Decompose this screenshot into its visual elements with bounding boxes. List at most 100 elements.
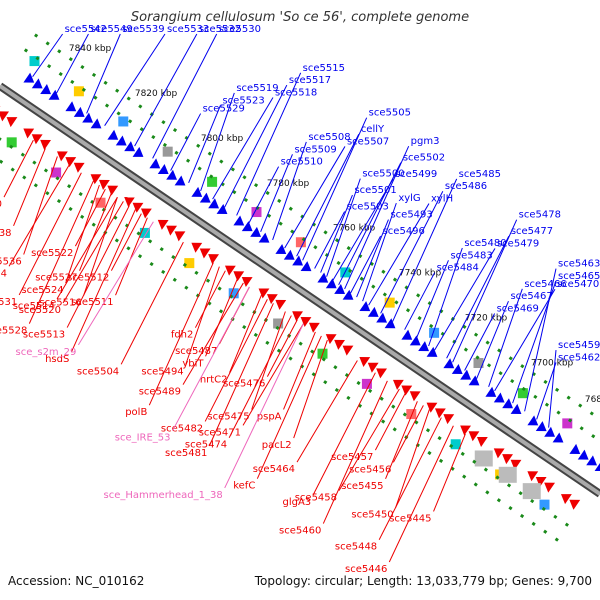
forward-gene-arrow	[418, 341, 430, 352]
reverse-gene-arrow	[502, 454, 514, 465]
gene-leader-line	[70, 209, 136, 353]
gene-label: pacL2	[262, 440, 292, 451]
feature-block	[162, 146, 173, 157]
feature-block	[273, 318, 284, 329]
forward-gene-arrow	[82, 112, 94, 123]
reverse-gene-arrow	[65, 157, 77, 168]
gene-leader-line	[380, 190, 444, 314]
forward-gene-arrow	[90, 118, 102, 129]
gene-leader-line	[56, 197, 118, 300]
forward-gene-arrow	[208, 198, 220, 209]
gene-label: sce5460	[279, 526, 321, 537]
forward-gene-arrow	[73, 106, 85, 117]
reverse-gene-arrow	[166, 225, 178, 236]
gene-leader-line	[368, 203, 430, 306]
accession-label: Accession: NC_010162	[8, 574, 145, 588]
reverse-gene-arrow	[241, 277, 253, 288]
gene-leader-line	[488, 288, 523, 387]
gene-leader-line	[62, 201, 124, 304]
genome-backbone	[0, 82, 600, 498]
reverse-gene-arrow	[199, 248, 211, 259]
gene-leader-line	[260, 154, 293, 232]
forward-gene-arrow	[594, 463, 600, 472]
gene-label: pgm3	[411, 136, 440, 147]
forward-gene-arrow	[258, 232, 270, 243]
gene-leader-line	[385, 401, 418, 479]
forward-gene-arrow	[376, 312, 388, 323]
gene-label: sce5445	[389, 513, 431, 524]
gene-leader-line	[378, 417, 442, 540]
forward-gene-arrow	[325, 278, 337, 289]
gene-leader-line	[536, 362, 557, 420]
forward-gene-arrow	[107, 129, 119, 140]
forward-gene-arrow	[544, 426, 556, 437]
gene-leader-line	[428, 247, 463, 347]
reverse-gene-arrow	[342, 345, 354, 356]
gene-label: sce5448	[335, 542, 377, 553]
gene-label: sce5511	[71, 297, 113, 308]
gene-label: sce5520	[19, 305, 61, 316]
forward-gene-arrow	[124, 141, 136, 152]
reverse-gene-arrow	[258, 288, 270, 299]
gene-label: sce5484	[437, 263, 479, 274]
gene-leader-line	[229, 294, 262, 373]
gene-label: sce5478	[519, 210, 561, 221]
gene-leader-line	[296, 133, 360, 257]
reverse-gene-arrow	[23, 128, 35, 139]
gene-label: sce5462	[558, 352, 600, 363]
gene-label: sce5476	[223, 379, 265, 390]
reverse-gene-arrow	[140, 208, 152, 219]
gene-label: sce5496	[383, 226, 425, 237]
forward-gene-arrow	[367, 306, 379, 317]
gene-label: sce5467	[510, 291, 552, 302]
gene-leader-line	[433, 433, 466, 512]
forward-gene-arrow	[174, 175, 186, 186]
tick-label: 7700 kbp	[531, 358, 574, 368]
forward-gene-arrow	[426, 346, 438, 357]
gene-label: sce_IRE_53	[115, 433, 171, 444]
reverse-gene-arrow	[460, 425, 472, 436]
reverse-gene-arrow	[174, 231, 186, 242]
feature-block	[118, 116, 129, 127]
reverse-gene-arrow	[443, 414, 455, 425]
forward-gene-arrow	[577, 449, 589, 460]
gene-label: sce5530	[219, 24, 261, 35]
gene-leader-line	[228, 315, 292, 438]
feature-bands	[0, 56, 600, 510]
forward-gene-arrow	[250, 226, 262, 237]
gene-label: sce5455	[341, 481, 383, 492]
forward-gene-arrow	[552, 432, 564, 443]
feature-block	[562, 418, 573, 429]
forward-gene-arrow	[510, 403, 522, 414]
forward-gene-arrow	[31, 78, 43, 89]
feature-block	[474, 450, 493, 467]
gene-leader-line	[172, 286, 250, 431]
gene-leader-line	[18, 172, 82, 296]
gene-label: sce5507	[347, 136, 389, 147]
gene-leader-line	[110, 213, 142, 271]
gene-leader-line	[296, 360, 358, 463]
tick-track-2	[0, 137, 577, 532]
gene-leader-line	[272, 141, 307, 241]
gene-leader-line	[256, 335, 322, 479]
gene-label: sce5471	[199, 427, 241, 438]
forward-gene-arrow	[166, 169, 178, 180]
gene-label: pspA	[257, 411, 282, 422]
gene-leader-line	[476, 300, 509, 379]
reverse-gene-arrow	[300, 317, 312, 328]
genome-summary: Topology: circular; Length: 13,033,779 b…	[254, 574, 592, 588]
forward-gene-arrow	[384, 318, 396, 329]
gene-label: sce5522	[31, 248, 73, 259]
tick-marks: 7840 kbp 7820 kbp 7800 kbp 7780 kbp 7760 kbp…	[0, 33, 600, 547]
gene-leader-line	[188, 105, 221, 184]
gene-label: sce5514	[13, 301, 55, 312]
reverse-gene-arrow	[0, 111, 10, 122]
reverse-gene-arrow	[157, 219, 169, 230]
gene-label: sce5540	[0, 199, 2, 210]
forward-gene-arrow	[586, 455, 598, 466]
gene-label: sce5459	[558, 340, 600, 351]
gene-leader-line	[374, 392, 406, 451]
forward-gene-arrow	[23, 72, 35, 83]
gene-leader-line	[56, 33, 89, 94]
